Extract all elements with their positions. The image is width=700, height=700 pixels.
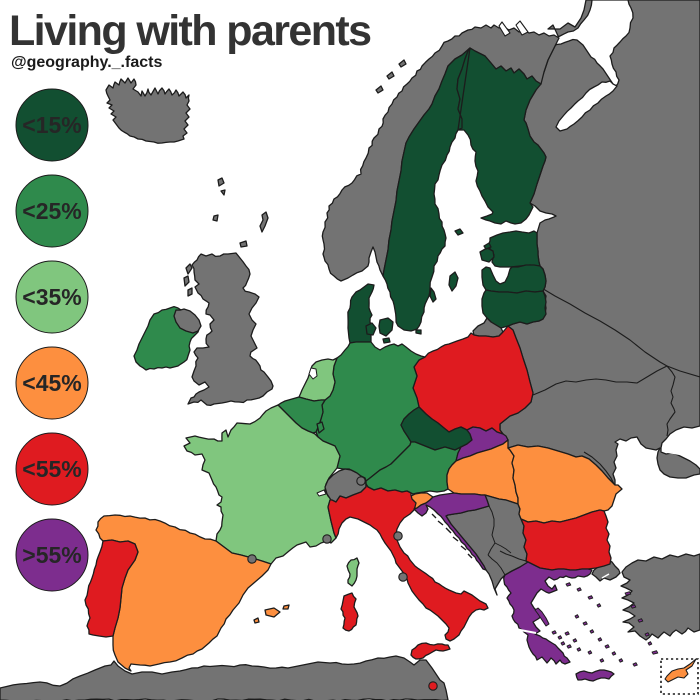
svg-text:<35%: <35% [22, 284, 81, 310]
svg-text:<55%: <55% [22, 456, 81, 482]
svg-text:<45%: <45% [22, 370, 81, 396]
svg-text:<15%: <15% [22, 112, 81, 138]
svg-text:<25%: <25% [22, 198, 81, 224]
svg-text:>55%: >55% [22, 542, 81, 568]
